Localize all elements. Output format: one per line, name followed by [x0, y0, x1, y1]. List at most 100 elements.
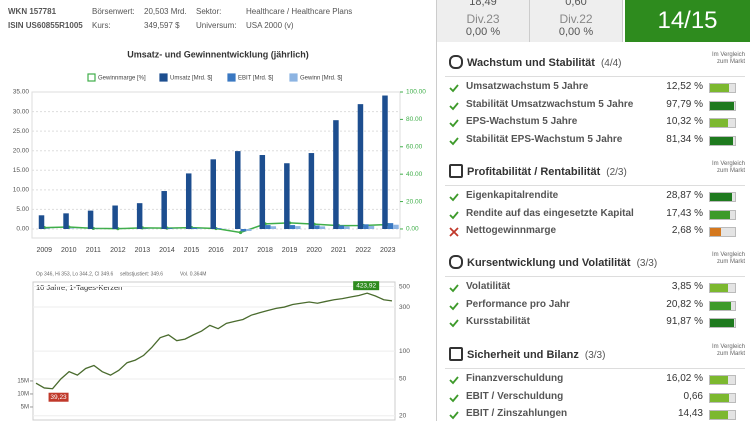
- bar: [387, 223, 394, 229]
- rating-fill: [710, 411, 728, 419]
- bar: [210, 159, 216, 229]
- bar: [289, 225, 296, 229]
- item-value: 17,43 %: [666, 207, 703, 219]
- y-tick-label: 5.00: [16, 206, 29, 213]
- y2-tick-label: 40.00: [406, 171, 423, 178]
- check: [449, 84, 459, 93]
- low-tag: [48, 392, 69, 402]
- item-value: 81,34 %: [666, 133, 703, 145]
- status-icon: [449, 376, 459, 385]
- right-panel: 18,49 0,60 Div.23 0,00 % Div.22 0,00 % 14/15 Wa…: [437, 0, 750, 421]
- rating-bar: [709, 118, 736, 128]
- rating-fill: [710, 136, 733, 145]
- bar: [185, 173, 192, 229]
- rating-bar: [709, 375, 736, 385]
- rating-fill: [710, 193, 732, 201]
- header-text: Kurs:: [92, 21, 111, 30]
- x-tick-label: 2009: [36, 247, 52, 254]
- check: [449, 119, 459, 128]
- y-tick-label: 10.00: [13, 187, 30, 194]
- item-name: Nettogewinnmarge: [466, 225, 557, 236]
- section-icon: [449, 164, 463, 178]
- x-tick-label: 2017: [233, 247, 249, 254]
- item-name: Umsatzwachstum 5 Jahre: [466, 81, 589, 92]
- y-tick-label: 15.00: [13, 167, 30, 174]
- x-tick-label: 2011: [86, 247, 101, 254]
- cross: [449, 227, 459, 237]
- kpi-value: 0,60: [565, 0, 587, 8]
- bar: [382, 95, 388, 229]
- y-tick-label: 50: [399, 376, 407, 383]
- separator: [445, 368, 745, 369]
- volume-tick-label: 10M: [17, 392, 29, 398]
- kpi-label: Div.23: [466, 12, 500, 26]
- section-icon: [449, 255, 463, 269]
- y2-tick-label: 0.00: [406, 226, 419, 233]
- rating-bar: [709, 83, 736, 93]
- section-icon: [449, 55, 463, 69]
- item-value: 14,43: [677, 408, 703, 419]
- y2-tick-label: 100.00: [406, 89, 426, 96]
- rating-fill: [710, 284, 728, 292]
- item-value: 2,68 %: [671, 225, 703, 236]
- status-icon: [449, 101, 459, 110]
- section-title: Kursentwicklung und Volatilität: [467, 257, 631, 269]
- separator: [445, 76, 745, 77]
- x-tick-label: 2012: [110, 247, 126, 254]
- status-icon: [449, 393, 459, 402]
- x-tick-label: 2019: [282, 247, 298, 254]
- check: [449, 210, 459, 219]
- section-heading: Sicherheit und Bilanz (3/3): [467, 345, 605, 363]
- rating-bar: [709, 283, 736, 293]
- header-text: Healthcare / Healthcare Plans: [246, 7, 353, 16]
- rating-bar: [709, 410, 736, 420]
- bar: [393, 224, 399, 229]
- item-name: EBIT / Zinszahlungen: [466, 408, 568, 419]
- item-name: Eigenkapitalrendite: [466, 190, 559, 201]
- bar: [191, 227, 197, 229]
- item-value: 97,79 %: [666, 98, 703, 110]
- chart-info: Vol. 0.364M: [180, 271, 206, 277]
- check: [449, 393, 459, 402]
- separator: [445, 276, 745, 277]
- status-icon: [449, 301, 459, 310]
- bar: [259, 155, 266, 229]
- header-text: Universum:: [196, 21, 237, 30]
- legend-label: EBIT [Mrd. $]: [238, 76, 274, 82]
- x-tick-label: 2010: [61, 247, 77, 254]
- check: [449, 319, 459, 328]
- section-score: (4/4): [600, 58, 622, 69]
- section-note: Im Vergleich zum Markt: [711, 252, 745, 265]
- kpi-value: 0,00 %: [558, 26, 594, 38]
- section-title: Sicherheit und Bilanz: [467, 349, 579, 361]
- item-value: 12,52 %: [666, 81, 703, 92]
- chart-info: Op 346, Hi 353, Lo 344.2, Cl 349.6: [36, 271, 113, 277]
- left-panel: Umsatz- und Gewinnentwicklung (jährlich)…: [8, 0, 437, 421]
- y-tick-label: 30.00: [13, 108, 30, 115]
- bar: [295, 226, 301, 229]
- section-score: (3/3): [636, 258, 658, 269]
- chart-info: selbstjustiert: 349.6: [120, 271, 163, 277]
- legend-label: Gewinnmarge [%]: [98, 76, 146, 82]
- section-title: Profitabilität / Rentabilität: [467, 166, 601, 178]
- bar: [112, 205, 118, 229]
- rating-fill: [710, 376, 728, 384]
- bar: [284, 163, 290, 229]
- y-tick-label: 100: [399, 348, 410, 355]
- check: [449, 101, 459, 110]
- bar: [333, 120, 339, 229]
- bar: [357, 104, 364, 229]
- item-name: Stabilität EPS-Wachstum 5 Jahre: [466, 133, 623, 145]
- bar: [314, 225, 320, 229]
- section-score: (2/3): [606, 167, 627, 178]
- section-note: Im Vergleich zum Markt: [711, 344, 745, 357]
- item-name: Performance pro Jahr: [466, 298, 570, 310]
- high-label: 423,92: [356, 282, 376, 289]
- rating-fill: [710, 119, 728, 127]
- chart-title: 10 Jahre, 1-Tages-Kerzen: [36, 283, 122, 292]
- legend-label: Gewinn [Mrd. $]: [300, 76, 343, 82]
- status-icon: [449, 84, 459, 93]
- bar: [161, 191, 167, 229]
- price-line: [35, 292, 393, 390]
- item-name: Finanzverschuldung: [466, 373, 564, 384]
